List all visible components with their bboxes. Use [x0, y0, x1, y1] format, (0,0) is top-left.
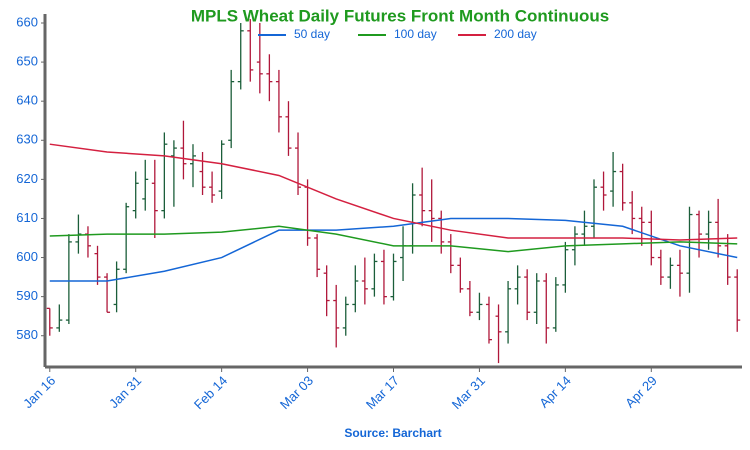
x-tick-label: Feb 14: [191, 373, 230, 412]
x-tick-label: Jan 16: [20, 373, 58, 411]
x-tick-label: Apr 29: [622, 373, 660, 411]
y-tick-label: 590: [16, 288, 38, 303]
legend-label: 200 day: [494, 27, 537, 41]
y-tick-label: 650: [16, 54, 38, 69]
y-tick-label: 630: [16, 132, 38, 147]
legend-label: 100 day: [394, 27, 437, 41]
y-tick-label: 610: [16, 210, 38, 225]
y-tick-label: 640: [16, 93, 38, 108]
x-tick-label: Mar 03: [277, 373, 316, 412]
y-tick-label: 580: [16, 327, 38, 342]
y-tick-label: 600: [16, 249, 38, 264]
source: Source: Barchart: [344, 426, 441, 440]
moving-average: [49, 143, 738, 241]
chart-title: MPLS Wheat Daily Futures Front Month Con…: [191, 6, 609, 25]
y-tick-label: 620: [16, 171, 38, 186]
x-tick-label: Mar 17: [363, 373, 402, 412]
x-tick-label: Apr 14: [536, 373, 574, 411]
x-tick-label: Mar 31: [449, 373, 488, 412]
moving-average: [49, 225, 738, 253]
x-tick-label: Jan 31: [106, 373, 144, 411]
legend-label: 50 day: [294, 27, 330, 41]
y-tick-label: 660: [16, 14, 38, 29]
moving-average: [49, 217, 738, 282]
